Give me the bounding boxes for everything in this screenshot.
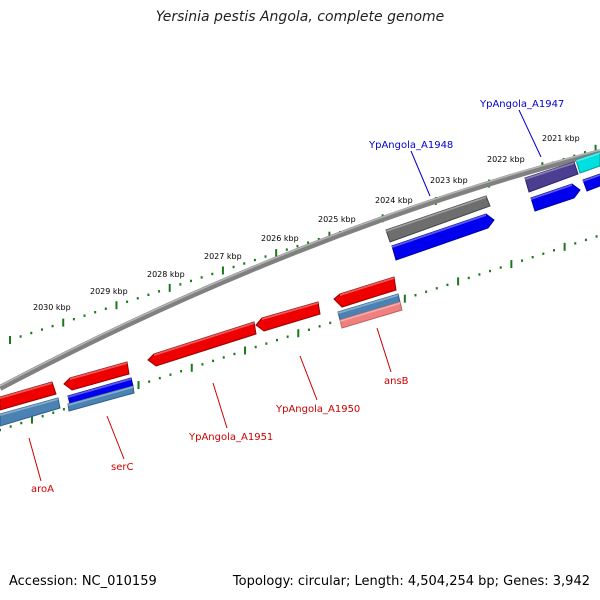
leader-ypangola-a1947: [518, 109, 542, 158]
gene-label-ansb: ansB: [384, 376, 409, 387]
feature-track: [0, 151, 600, 427]
leader-serc: [106, 415, 125, 460]
gene-serc-gray: [67, 385, 135, 412]
genome-backbone: [0, 149, 600, 391]
ruler-label: 2023 kbp: [430, 176, 468, 185]
gene-ansb-cds: [333, 276, 397, 308]
gene-ansb-rna-highlight: [340, 302, 400, 322]
topology-text: Topology: circular; Length: 4,504,254 bp…: [232, 574, 590, 589]
ruler-label: 2027 kbp: [204, 252, 242, 261]
map-title: Yersinia pestis Angola, complete genome: [155, 9, 445, 25]
gene-label-serc: serC: [111, 462, 133, 473]
gene-ansb-rna: [339, 301, 403, 329]
gene-aroa-gray-highlight: [0, 398, 58, 416]
ruler-label: 2022 kbp: [487, 155, 525, 164]
gene-ypangola-a1948-gray-highlight: [386, 196, 486, 232]
label-leaders: [28, 109, 542, 482]
ruler-label: 2024 kbp: [375, 196, 413, 205]
gene-label-ypangola-a1948: YpAngola_A1948: [368, 140, 453, 151]
ruler-label: 2025 kbp: [318, 215, 356, 224]
gene-ypangola-a1947-cds-highlight: [531, 184, 572, 200]
gene-offscreen-cds: [582, 173, 600, 192]
gene-label-aroa: aroA: [31, 484, 54, 495]
ruler-label: 2026 kbp: [261, 234, 299, 243]
gene-label-ypangola-a1951: YpAngola_A1951: [188, 432, 273, 443]
gene-ypangola-a1947-gray-highlight: [525, 162, 574, 180]
gene-ypangola-a1947-cds: [530, 183, 581, 212]
gene-offscreen-cds-highlight: [583, 174, 600, 182]
leader-aroa: [28, 437, 42, 482]
gene-ypangola-a1951-cds-highlight: [154, 322, 254, 356]
gene-aroa-gray: [0, 397, 61, 427]
gene-label-ypangola-a1947: YpAngola_A1947: [479, 99, 564, 110]
gene-serc-gray-highlight: [68, 386, 133, 406]
gene-offscreen-cyan: [575, 151, 600, 174]
ruler-label: 2028 kbp: [147, 270, 185, 279]
gene-serc-cds: [63, 361, 130, 391]
gene-ypangola-a1948-cds-highlight: [392, 214, 486, 248]
leader-ypangola-a1950: [299, 355, 318, 401]
gene-ypangola-a1947-gray: [524, 161, 579, 193]
gene-ansb-gray-highlight: [338, 294, 398, 314]
gene-ansb-cds-highlight: [340, 277, 394, 296]
gene-aroa-cds: [0, 381, 57, 411]
genome-backbone-highlight: [0, 149, 600, 387]
gene-label-ypangola-a1950: YpAngola_A1950: [275, 404, 360, 415]
gene-serc-blue-highlight: [68, 378, 131, 398]
leader-ypangola-a1951: [212, 382, 228, 429]
gene-ypangola-a1948-cds: [391, 213, 495, 261]
gene-serc-cds-highlight: [70, 362, 127, 380]
gene-ypangola-a1948-gray: [385, 195, 491, 243]
leader-ansb: [376, 327, 392, 373]
gene-aroa-cds-highlight: [0, 382, 52, 399]
ruler-label: 2029 kbp: [90, 287, 128, 296]
ruler-label: 2021 kbp: [542, 134, 580, 143]
gene-ypangola-a1951-cds: [147, 321, 257, 367]
inner-tick-ring: [0, 235, 598, 432]
ruler-label: 2030 kbp: [33, 303, 71, 312]
accession-text: Accession: NC_010159: [9, 574, 157, 589]
leader-ypangola-a1948: [410, 150, 431, 197]
gene-offscreen-cyan-highlight: [576, 152, 600, 162]
gene-ypangola-a1950-cds-highlight: [262, 302, 318, 320]
gene-ypangola-a1950-cds: [255, 301, 321, 332]
